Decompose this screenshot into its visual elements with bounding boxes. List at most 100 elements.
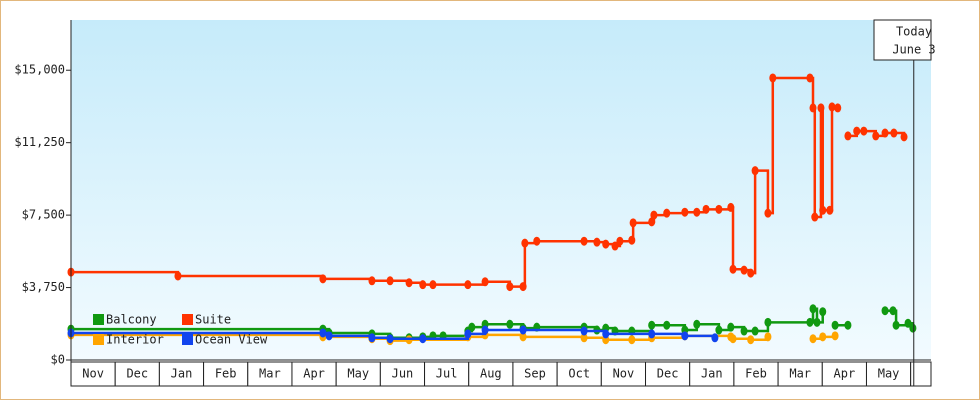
data-point: [764, 317, 772, 327]
data-point: [831, 331, 839, 341]
data-point: [319, 328, 327, 338]
data-point: [519, 332, 527, 342]
data-point: [751, 166, 759, 176]
x-tick-label: Oct: [568, 367, 590, 381]
x-tick-label: May: [878, 367, 900, 381]
data-point: [715, 204, 723, 214]
month-cell: [335, 361, 381, 387]
data-point: [648, 329, 656, 339]
month-cell: [379, 361, 426, 387]
data-point: [174, 271, 182, 281]
data-point: [650, 210, 658, 220]
legend-swatch: [93, 314, 104, 325]
data-point: [747, 335, 755, 345]
data-point: [628, 235, 636, 245]
data-point: [325, 331, 333, 341]
x-tick-label: Feb: [745, 367, 767, 381]
month-cell: [203, 361, 249, 387]
y-tick-label: $15,000: [14, 63, 65, 77]
data-point: [628, 335, 636, 345]
data-point: [648, 320, 656, 330]
today-date: June 3: [892, 43, 935, 57]
data-point: [663, 208, 671, 218]
x-tick-label: Feb: [215, 367, 237, 381]
data-point: [900, 132, 908, 142]
data-point: [419, 334, 427, 344]
data-point: [506, 282, 514, 292]
data-point: [481, 325, 489, 335]
data-point: [319, 274, 327, 284]
month-cell: [733, 361, 779, 387]
today-box: [873, 19, 932, 61]
data-point: [602, 329, 610, 339]
data-point: [819, 332, 827, 342]
data-point: [809, 334, 817, 344]
data-point: [809, 304, 817, 314]
month-cell: [247, 361, 293, 387]
data-point: [693, 319, 701, 329]
data-point: [464, 280, 472, 290]
data-point: [769, 73, 777, 83]
data-point: [729, 264, 737, 274]
month-cell: [645, 361, 691, 387]
data-point: [819, 307, 827, 317]
month-cell: [114, 361, 160, 387]
month-cell: [777, 361, 823, 387]
data-point: [764, 208, 772, 218]
data-point: [806, 73, 814, 83]
data-point: [727, 202, 735, 212]
x-tick-label: May: [347, 367, 369, 381]
data-point: [909, 323, 917, 333]
x-tick-label: Dec: [126, 367, 148, 381]
legend-swatch: [93, 334, 104, 345]
data-point: [834, 103, 842, 113]
data-point: [881, 306, 889, 316]
data-point: [663, 320, 671, 330]
data-point: [892, 320, 900, 330]
data-point: [506, 319, 514, 329]
data-point: [386, 276, 394, 286]
x-tick-label: Jan: [171, 367, 193, 381]
data-point: [648, 217, 656, 227]
data-point: [629, 218, 637, 228]
data-point: [817, 103, 825, 113]
y-tick-label: $11,250: [14, 135, 65, 149]
legend-label: Interior: [106, 333, 164, 347]
legend-label: Suite: [195, 313, 231, 327]
data-point: [368, 276, 376, 286]
data-point: [693, 207, 701, 217]
x-tick-label: Jan: [701, 367, 723, 381]
data-point: [580, 333, 588, 343]
today-label: Today: [896, 25, 932, 39]
legend-label: Ocean View: [195, 333, 268, 347]
data-point: [853, 126, 861, 136]
data-point: [764, 332, 772, 342]
data-point: [729, 334, 737, 344]
data-point: [681, 331, 689, 341]
legend-swatch: [182, 334, 193, 345]
data-point: [715, 325, 723, 335]
y-tick-label: $3,750: [22, 280, 65, 294]
data-point: [889, 306, 897, 316]
data-point: [831, 320, 839, 330]
data-point: [904, 318, 912, 328]
x-tick-label: Mar: [259, 367, 281, 381]
data-point: [580, 236, 588, 246]
data-point: [602, 239, 610, 249]
data-point: [616, 236, 624, 246]
month-cell: [158, 361, 205, 387]
data-point: [368, 333, 376, 343]
x-tick-label: Sep: [524, 367, 546, 381]
month-cell: [865, 361, 912, 387]
data-point: [727, 322, 735, 332]
data-point: [881, 128, 889, 138]
month-cell: [600, 361, 647, 387]
data-point: [464, 329, 472, 339]
data-point: [519, 325, 527, 335]
data-point: [580, 326, 588, 336]
data-point: [826, 205, 834, 215]
x-tick-label: Mar: [789, 367, 811, 381]
x-tick-label: Nov: [613, 367, 635, 381]
data-point: [890, 128, 898, 138]
